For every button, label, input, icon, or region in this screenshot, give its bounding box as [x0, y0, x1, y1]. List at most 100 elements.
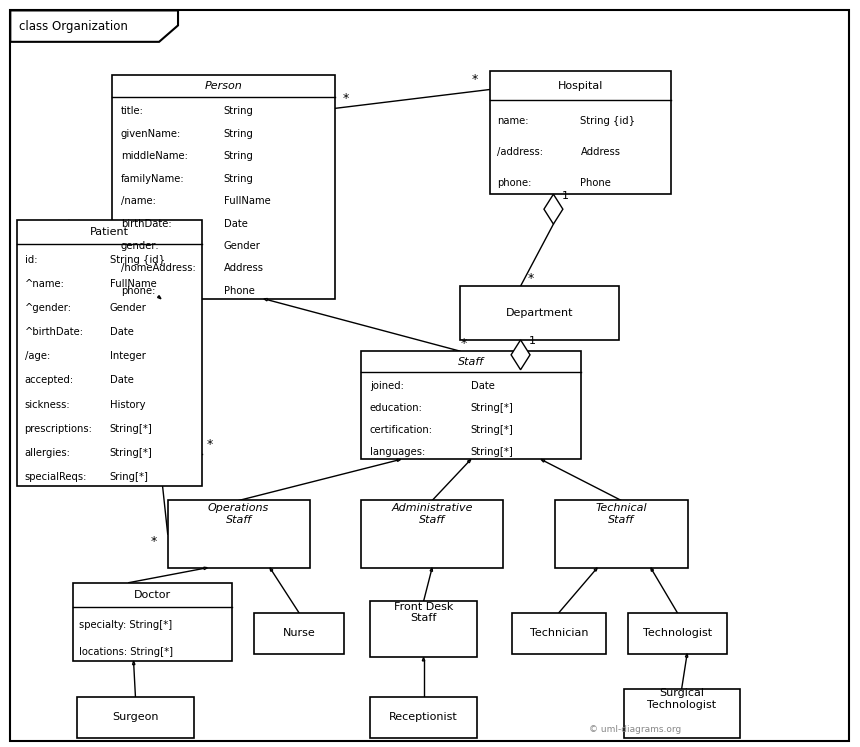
Polygon shape	[594, 568, 598, 571]
Text: *: *	[460, 338, 466, 350]
Text: FullName: FullName	[224, 196, 270, 206]
Text: Address: Address	[580, 147, 621, 157]
Bar	[361, 351, 580, 459]
Text: birthDate:: birthDate:	[120, 219, 171, 229]
Text: String {id}: String {id}	[580, 116, 636, 125]
Bar	[17, 220, 202, 486]
Text: /age:: /age:	[25, 351, 50, 362]
Text: ^name:: ^name:	[25, 279, 64, 289]
Polygon shape	[204, 567, 207, 569]
Text: Technologist: Technologist	[642, 628, 712, 638]
Text: Staff: Staff	[458, 356, 484, 367]
Text: Department: Department	[506, 308, 574, 318]
Text: Technical
Staff: Technical Staff	[595, 503, 648, 524]
Text: specialty: String[*]: specialty: String[*]	[79, 620, 173, 630]
Text: /name:: /name:	[120, 196, 156, 206]
Text: sickness:: sickness:	[25, 400, 71, 409]
Text: Doctor: Doctor	[134, 590, 171, 600]
Text: Gender: Gender	[110, 303, 146, 313]
Text: Date: Date	[110, 376, 133, 385]
Bar	[370, 601, 477, 657]
Text: Surgeon: Surgeon	[112, 713, 159, 722]
Polygon shape	[157, 296, 161, 299]
Polygon shape	[651, 568, 654, 571]
Text: accepted:: accepted:	[25, 376, 74, 385]
Text: phone:: phone:	[120, 286, 155, 296]
Text: name:: name:	[497, 116, 529, 125]
Text: title:: title:	[120, 106, 144, 117]
Text: String[*]: String[*]	[110, 448, 152, 458]
Bar	[254, 613, 344, 654]
Text: familyName:: familyName:	[120, 173, 184, 184]
Polygon shape	[422, 657, 425, 661]
Bar	[77, 697, 194, 738]
Text: Surgical
Technologist: Surgical Technologist	[647, 689, 716, 710]
Text: phone:: phone:	[497, 179, 531, 188]
Text: *: *	[150, 536, 157, 548]
Text: Person: Person	[205, 81, 243, 90]
Text: prescriptions:: prescriptions:	[25, 424, 93, 434]
Polygon shape	[264, 299, 267, 301]
Text: String[*]: String[*]	[471, 403, 513, 413]
Text: Operations
Staff: Operations Staff	[208, 503, 269, 524]
Text: Technician: Technician	[530, 628, 588, 638]
Text: Phone: Phone	[224, 286, 255, 296]
Text: Administrative
Staff: Administrative Staff	[391, 503, 473, 524]
Text: *: *	[527, 273, 534, 285]
Polygon shape	[397, 459, 401, 462]
Text: String[*]: String[*]	[471, 447, 513, 456]
Polygon shape	[10, 10, 178, 42]
Text: ^gender:: ^gender:	[25, 303, 71, 313]
Bar	[112, 75, 335, 299]
Text: Sring[*]: Sring[*]	[110, 472, 149, 482]
Bar	[361, 500, 503, 568]
Bar	[370, 697, 477, 738]
Text: Date: Date	[224, 219, 248, 229]
Text: ^birthDate:: ^birthDate:	[25, 327, 83, 337]
Bar	[624, 689, 740, 738]
Polygon shape	[685, 654, 688, 657]
Text: String: String	[224, 128, 254, 139]
Text: Integer: Integer	[110, 351, 145, 362]
Text: String[*]: String[*]	[110, 424, 152, 434]
Text: gender:: gender:	[120, 241, 159, 251]
Text: allergies:: allergies:	[25, 448, 71, 458]
Text: Receptionist: Receptionist	[390, 713, 458, 722]
Polygon shape	[270, 568, 273, 571]
Text: String[*]: String[*]	[471, 425, 513, 435]
Polygon shape	[468, 459, 471, 463]
Text: *: *	[342, 93, 348, 105]
Text: id:: id:	[25, 255, 37, 264]
Text: *: *	[206, 438, 212, 451]
Text: class Organization: class Organization	[19, 19, 128, 33]
Bar	[628, 613, 727, 654]
Polygon shape	[544, 194, 562, 224]
Text: /address:: /address:	[497, 147, 544, 157]
Text: Date: Date	[471, 381, 494, 391]
Text: © uml-diagrams.org: © uml-diagrams.org	[589, 725, 681, 734]
Text: Hospital: Hospital	[558, 81, 603, 90]
Text: Phone: Phone	[580, 179, 611, 188]
Text: 1: 1	[529, 336, 536, 347]
Text: FullName: FullName	[110, 279, 157, 289]
Bar	[512, 613, 606, 654]
Text: languages:: languages:	[370, 447, 425, 456]
Text: History: History	[110, 400, 145, 409]
Text: specialReqs:: specialReqs:	[25, 472, 87, 482]
Bar	[460, 286, 619, 340]
Polygon shape	[541, 459, 544, 462]
Text: Patient: Patient	[90, 227, 129, 238]
Text: /homeAddress:: /homeAddress:	[120, 264, 195, 273]
Text: String: String	[224, 173, 254, 184]
Bar	[168, 500, 310, 568]
Text: education:: education:	[370, 403, 423, 413]
Text: Front Desk
Staff: Front Desk Staff	[394, 602, 453, 623]
Text: Nurse: Nurse	[282, 628, 316, 638]
Text: String: String	[224, 151, 254, 161]
Bar	[73, 583, 232, 661]
Bar	[555, 500, 688, 568]
Text: joined:: joined:	[370, 381, 404, 391]
Text: *: *	[471, 73, 477, 87]
Text: 1: 1	[562, 190, 569, 201]
Text: Date: Date	[110, 327, 133, 337]
